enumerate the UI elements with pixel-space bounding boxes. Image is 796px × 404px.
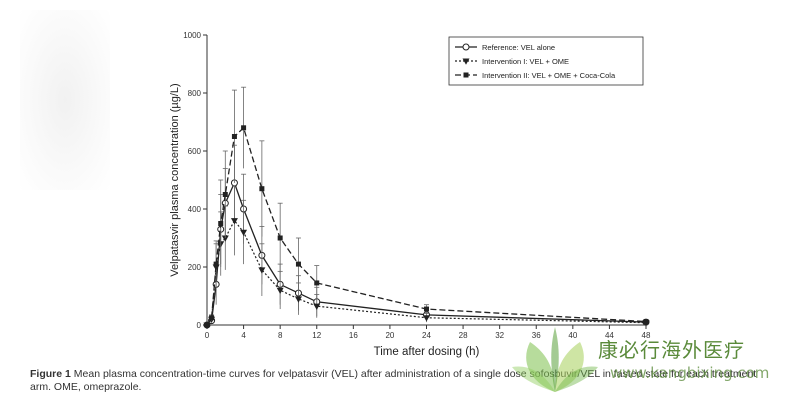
x-tick-label: 28 — [459, 331, 468, 340]
y-tick-label: 0 — [197, 321, 202, 330]
data-point — [230, 218, 238, 225]
chart-container: 0 200 400 600 800 1000 0 4 8 12 16 20 24 28 32 36 40 44 48… — [169, 31, 651, 358]
legend-label: Reference: VEL alone — [482, 43, 555, 52]
data-point — [240, 229, 248, 236]
data-point — [231, 134, 237, 139]
legend-label: Intervention II: VEL + OME + Coca-Cola — [482, 71, 616, 80]
legend-marker — [462, 43, 470, 51]
data-point — [218, 221, 224, 226]
x-axis-label: Time after dosing (h) — [374, 346, 480, 358]
x-tick-label: 8 — [278, 331, 283, 340]
data-point — [423, 315, 430, 322]
series-1 — [203, 144, 650, 329]
figure-caption: Figure 1 Mean plasma concentration-time … — [30, 368, 770, 394]
data-point — [295, 261, 301, 267]
y-axis-label: Velpatasvir plasma concentration (µg/L) — [169, 83, 181, 276]
data-point — [276, 287, 284, 294]
faded-background-shape — [20, 10, 110, 190]
legend-label: Intervention I: VEL + OME — [482, 57, 569, 66]
data-point — [259, 186, 265, 192]
x-tick-label: 44 — [605, 331, 614, 340]
data-point — [209, 315, 215, 321]
series-line — [206, 126, 647, 326]
x-tick-label: 20 — [385, 331, 394, 340]
figure-label: Figure 1 — [30, 368, 71, 380]
y-tick-label: 1000 — [183, 31, 201, 40]
legend-marker — [462, 58, 470, 65]
legend: Reference: VEL alone Intervention I: VEL … — [448, 36, 644, 86]
series-layer — [203, 86, 650, 329]
x-tick-label: 32 — [495, 331, 504, 340]
data-point — [258, 267, 266, 274]
x-tick-label: 48 — [642, 331, 651, 340]
y-tick-label: 400 — [188, 205, 202, 214]
caption-text: Mean plasma concentration-time curves fo… — [30, 368, 757, 393]
legend-marker — [463, 72, 469, 78]
x-tick-label: 12 — [312, 331, 321, 340]
data-point — [277, 235, 283, 241]
x-tick-label: 4 — [241, 331, 246, 340]
y-tick-label: 800 — [188, 89, 202, 98]
x-tick-label: 16 — [349, 331, 358, 340]
data-point — [213, 261, 219, 267]
x-tick-label: 24 — [422, 331, 431, 340]
data-point — [221, 235, 229, 242]
data-point — [424, 306, 429, 312]
data-point — [204, 322, 210, 328]
x-tick-label: 0 — [205, 331, 210, 340]
x-tick-label: 40 — [568, 331, 577, 340]
data-point — [643, 319, 649, 325]
data-point — [241, 125, 247, 131]
data-point — [294, 296, 302, 303]
y-tick-label: 200 — [188, 263, 202, 272]
legend-box — [448, 36, 644, 86]
x-tick-label: 36 — [532, 331, 541, 340]
y-tick-label: 600 — [188, 147, 202, 156]
series-3 — [204, 86, 649, 328]
data-point — [222, 192, 228, 197]
series-line — [206, 181, 647, 326]
data-point — [313, 303, 321, 310]
data-point — [314, 280, 320, 286]
